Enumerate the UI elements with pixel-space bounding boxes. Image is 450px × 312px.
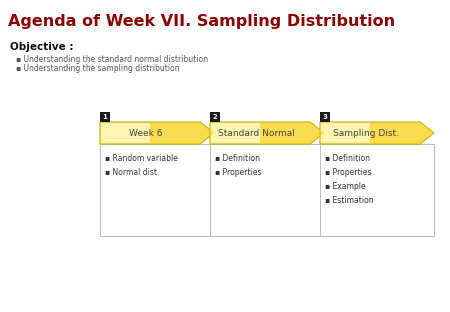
- Text: Week 6: Week 6: [129, 129, 163, 138]
- Polygon shape: [370, 122, 434, 144]
- FancyBboxPatch shape: [320, 144, 434, 236]
- Text: ▪ Example: ▪ Example: [325, 182, 365, 191]
- Text: ▪ Understanding the standard normal distribution: ▪ Understanding the standard normal dist…: [16, 55, 208, 64]
- Text: ▪ Definition: ▪ Definition: [215, 154, 260, 163]
- Text: Standard Normal: Standard Normal: [217, 129, 294, 138]
- Polygon shape: [260, 122, 324, 144]
- Text: 1: 1: [103, 114, 108, 120]
- Text: Objective :: Objective :: [10, 42, 73, 52]
- FancyBboxPatch shape: [210, 144, 324, 236]
- Text: ▪ Estimation: ▪ Estimation: [325, 196, 374, 205]
- FancyBboxPatch shape: [100, 144, 214, 236]
- Text: 2: 2: [212, 114, 217, 120]
- Text: ▪ Definition: ▪ Definition: [325, 154, 370, 163]
- FancyBboxPatch shape: [100, 112, 110, 122]
- FancyBboxPatch shape: [320, 112, 330, 122]
- FancyBboxPatch shape: [210, 112, 220, 122]
- Polygon shape: [150, 122, 214, 144]
- Text: Sampling Dist.: Sampling Dist.: [333, 129, 399, 138]
- Text: 3: 3: [323, 114, 328, 120]
- Text: ▪ Random variable: ▪ Random variable: [105, 154, 178, 163]
- Polygon shape: [210, 122, 324, 144]
- Text: ▪ Properties: ▪ Properties: [325, 168, 372, 177]
- Text: ▪ Properties: ▪ Properties: [215, 168, 261, 177]
- Text: ▪ Normal dist.: ▪ Normal dist.: [105, 168, 159, 177]
- Text: Agenda of Week VII. Sampling Distribution: Agenda of Week VII. Sampling Distributio…: [8, 14, 395, 29]
- Polygon shape: [320, 122, 434, 144]
- Text: ▪ Understanding the sampling distribution: ▪ Understanding the sampling distributio…: [16, 64, 180, 73]
- Polygon shape: [100, 122, 214, 144]
